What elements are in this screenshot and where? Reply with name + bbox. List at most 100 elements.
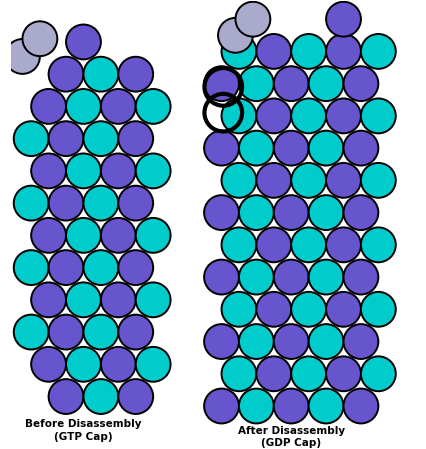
Circle shape (222, 227, 256, 262)
Circle shape (291, 292, 326, 327)
Text: After Disassembly
(GDP Cap): After Disassembly (GDP Cap) (238, 426, 345, 448)
Circle shape (326, 292, 361, 327)
Circle shape (256, 34, 291, 69)
Circle shape (256, 163, 291, 198)
Circle shape (291, 163, 326, 198)
Circle shape (118, 315, 153, 349)
Circle shape (239, 131, 274, 166)
Circle shape (101, 347, 136, 382)
Circle shape (309, 324, 343, 359)
Circle shape (31, 89, 66, 124)
Circle shape (361, 227, 396, 262)
Circle shape (83, 250, 118, 285)
Circle shape (49, 250, 83, 285)
Circle shape (14, 186, 49, 220)
Circle shape (101, 89, 136, 124)
Circle shape (136, 282, 170, 317)
Circle shape (118, 186, 153, 220)
Circle shape (256, 357, 291, 391)
Circle shape (239, 66, 274, 101)
Circle shape (309, 388, 343, 423)
Circle shape (361, 98, 396, 133)
Circle shape (222, 34, 256, 69)
Circle shape (239, 260, 274, 295)
Circle shape (31, 347, 66, 382)
Circle shape (274, 131, 309, 166)
Circle shape (361, 357, 396, 391)
Circle shape (49, 379, 83, 414)
Circle shape (14, 121, 49, 156)
Circle shape (49, 57, 83, 92)
Circle shape (204, 66, 239, 101)
Circle shape (66, 89, 101, 124)
Circle shape (309, 66, 343, 101)
Circle shape (14, 315, 49, 349)
Circle shape (222, 163, 256, 198)
Circle shape (291, 34, 326, 69)
Circle shape (222, 98, 256, 133)
Circle shape (239, 324, 274, 359)
Circle shape (66, 347, 101, 382)
Circle shape (291, 227, 326, 262)
Circle shape (361, 34, 396, 69)
Circle shape (343, 195, 378, 230)
Circle shape (83, 121, 118, 156)
Circle shape (291, 357, 326, 391)
Circle shape (222, 357, 256, 391)
Circle shape (239, 388, 274, 423)
Circle shape (222, 292, 256, 327)
Circle shape (31, 154, 66, 188)
Circle shape (326, 2, 361, 37)
Circle shape (136, 218, 170, 253)
Circle shape (256, 98, 291, 133)
Circle shape (274, 260, 309, 295)
Circle shape (204, 324, 239, 359)
Circle shape (309, 131, 343, 166)
Circle shape (66, 154, 101, 188)
Text: Before Disassembly
(GTP Cap): Before Disassembly (GTP Cap) (25, 419, 142, 442)
Circle shape (343, 324, 378, 359)
Circle shape (66, 25, 101, 59)
Circle shape (101, 282, 136, 317)
Circle shape (309, 260, 343, 295)
Circle shape (118, 250, 153, 285)
Circle shape (136, 154, 170, 188)
Circle shape (326, 163, 361, 198)
Circle shape (326, 34, 361, 69)
Circle shape (49, 121, 83, 156)
Circle shape (343, 260, 378, 295)
Circle shape (14, 250, 49, 285)
Circle shape (118, 379, 153, 414)
Circle shape (118, 57, 153, 92)
Circle shape (83, 186, 118, 220)
Circle shape (274, 388, 309, 423)
Circle shape (361, 292, 396, 327)
Circle shape (274, 66, 309, 101)
Circle shape (274, 195, 309, 230)
Circle shape (66, 218, 101, 253)
Circle shape (49, 315, 83, 349)
Circle shape (49, 186, 83, 220)
Circle shape (83, 379, 118, 414)
Circle shape (66, 282, 101, 317)
Circle shape (343, 131, 378, 166)
Circle shape (256, 292, 291, 327)
Circle shape (326, 98, 361, 133)
Circle shape (361, 163, 396, 198)
Circle shape (218, 18, 253, 53)
Circle shape (343, 388, 378, 423)
Circle shape (239, 195, 274, 230)
Circle shape (83, 57, 118, 92)
Circle shape (31, 218, 66, 253)
Circle shape (326, 357, 361, 391)
Circle shape (31, 282, 66, 317)
Circle shape (83, 315, 118, 349)
Circle shape (101, 218, 136, 253)
Circle shape (256, 227, 291, 262)
Circle shape (236, 2, 271, 37)
Circle shape (204, 131, 239, 166)
Circle shape (343, 66, 378, 101)
Circle shape (23, 21, 58, 56)
Circle shape (204, 388, 239, 423)
Circle shape (309, 195, 343, 230)
